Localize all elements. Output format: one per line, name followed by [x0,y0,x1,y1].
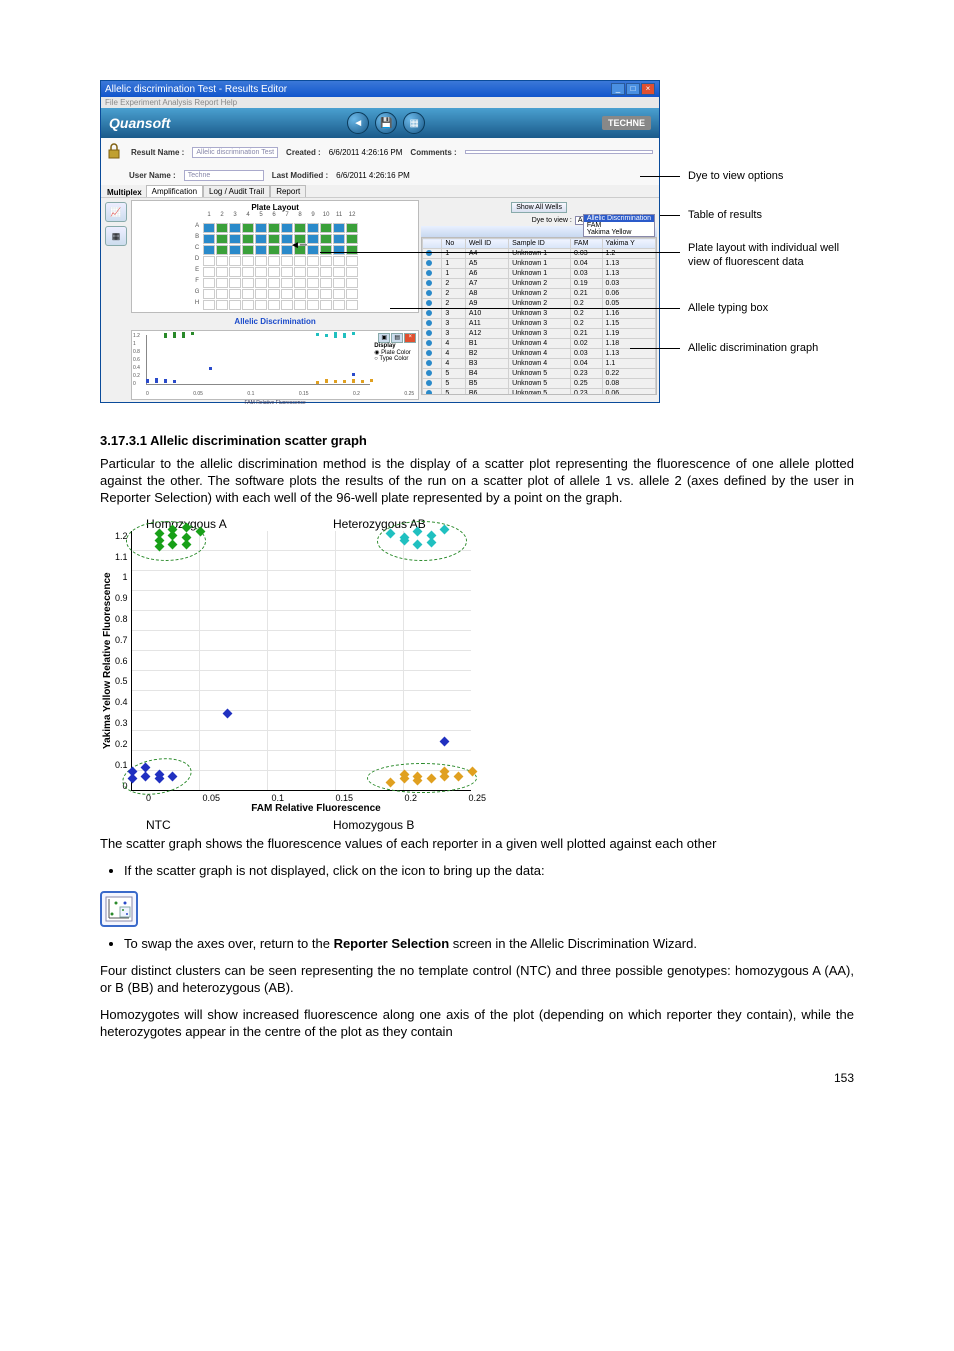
left-panel: Plate Layout 123456789101112ABCDEFGH ◄─ … [131,200,419,400]
content-row: 📈 ▦ Plate Layout 123456789101112ABCDEFGH… [101,198,659,402]
user-label: User Name : [129,171,176,180]
tab-amplification[interactable]: Amplification [146,185,203,197]
view-chart-icon[interactable]: 📈 [105,202,127,222]
tabs-row: Multiplex Amplification Log / Audit Trai… [101,185,659,198]
save-icon[interactable]: 💾 [375,112,397,134]
chart-tool2-icon[interactable]: ▤ [391,333,403,343]
plate-grid[interactable]: 123456789101112ABCDEFGH [134,212,416,310]
minimize-icon[interactable]: _ [611,83,625,95]
plate-layout-box: Plate Layout 123456789101112ABCDEFGH ◄─ [131,200,419,313]
export-icon[interactable]: ▦ [403,112,425,134]
comments-field[interactable] [465,150,653,154]
created-value: 6/6/2011 4:26:16 PM [329,148,403,157]
page-number: 153 [100,1071,854,1085]
brand-bar: Quansoft ◄ 💾 ▦ TECHNE [101,108,659,138]
window-controls: _ □ × [611,83,655,95]
allele-title: Allelic Discrimination [131,315,419,328]
scatter-plot [131,531,471,791]
annotation-graph: Allelic discrimination graph [688,342,818,354]
dye-label: Dye to view : [532,217,572,224]
scatter-ylabel: Yakima Yellow Relative Fluorescence [100,531,115,791]
radio-plate-color[interactable]: ◉ Plate Color [374,349,416,356]
brand-logo: Quansoft [109,115,170,131]
scatter-icon [105,896,133,922]
scatter-y-axis: 1.21.110.90.80.70.60.50.40.30.20.10 [115,531,131,791]
paragraph-clusters: Four distinct clusters can be seen repre… [100,963,854,997]
paragraph-scatter-desc: The scatter graph shows the fluorescence… [100,836,854,853]
close-icon[interactable]: × [641,83,655,95]
app-window: Allelic discrimination Test - Results Ed… [100,80,660,403]
lock-icon [107,142,123,162]
tab-log-audit[interactable]: Log / Audit Trail [203,185,270,197]
annotation-dye: Dye to view options [688,170,783,182]
radio-type-color[interactable]: ○ Type Color [374,356,416,362]
figure-results-editor: Allelic discrimination Test - Results Ed… [100,80,860,403]
dye-opt-allelic[interactable]: Allelic Discrimination [584,215,654,222]
mini-plot [146,335,370,385]
ellipse-hom-a [126,521,206,561]
section-heading: 3.17.3.1 Allelic discrimination scatter … [100,433,854,448]
label-homozygous-b: Homozygous B [333,818,520,832]
meta-row-2: User Name : Techne Last Modified : 6/6/2… [101,166,659,185]
tab-report[interactable]: Report [270,185,306,197]
tabs-label: Multiplex [107,188,146,197]
chart-tool-icon[interactable]: ▣ [378,333,390,343]
label-ntc: NTC [146,818,333,832]
mini-x-axis: 00.050.10.150.20.25 [146,391,414,397]
icon-column: 📈 ▦ [103,200,129,400]
created-label: Created : [286,148,321,157]
bullet-swap-axes: To swap the axes over, return to the Rep… [124,936,854,953]
window-title: Allelic discrimination Test - Results Ed… [105,84,287,95]
figure-scatter: Homozygous A Heterozygous AB Yakima Yell… [100,517,520,832]
dye-opt-yakima[interactable]: Yakima Yellow [584,229,654,236]
mini-x-label: FAM Relative Fluorescence [132,400,418,406]
modified-label: Last Modified : [272,171,328,180]
plate-title: Plate Layout [134,203,416,212]
maximize-icon[interactable]: □ [626,83,640,95]
mini-scatter: 1.210.80.60.40.20 00.050.10.150.20.25 FA… [131,330,419,400]
result-name-label: Result Name : [131,148,184,157]
modified-value: 6/6/2011 4:26:16 PM [336,171,410,180]
show-all-wells-button[interactable]: Show All Wells [511,202,567,213]
annotation-plate-b: view of fluorescent data [688,256,804,268]
mini-y-axis: 1.210.80.60.40.20 [133,333,140,387]
annotation-plate-a: Plate layout with individual well [688,242,839,254]
chart-close-icon[interactable]: × [404,333,416,343]
dye-dropdown[interactable]: Allelic Discrimination FAM Yakima Yellow [583,214,655,237]
results-table[interactable]: NoWell IDSample IDFAMYakima Y1A4Unknown … [421,237,657,395]
comments-label: Comments : [410,148,456,157]
paragraph-intro: Particular to the allelic discrimination… [100,456,854,507]
annotation-table: Table of results [688,209,762,221]
scatter-icon-box[interactable] [100,891,138,927]
mini-side-panel: ▣ ▤ × Display ◉ Plate Color ○ Type Color [374,333,416,362]
ellipse-het-ab [377,521,467,561]
meta-row-1: Result Name : Allelic discrimination Tes… [101,138,659,166]
titlebar: Allelic discrimination Test - Results Ed… [101,81,659,97]
result-name-field[interactable]: Allelic discrimination Test [192,147,278,158]
annotation-allele-box: Allele typing box [688,302,768,314]
back-icon[interactable]: ◄ [347,112,369,134]
arrow-icon: ◄─ [290,240,307,251]
user-field[interactable]: Techne [184,170,264,181]
bullet-show-icon: If the scatter graph is not displayed, c… [124,863,854,880]
scatter-xlabel: FAM Relative Fluorescence [146,803,486,814]
view-plate-icon[interactable]: ▦ [105,226,127,246]
paragraph-homozygotes: Homozygotes will show increased fluoresc… [100,1007,854,1041]
dye-opt-fam[interactable]: FAM [584,222,654,229]
right-panel: Show All Wells Dye to view : Allelic Dis… [421,200,657,400]
brand-right: TECHNE [602,116,651,130]
menubar[interactable]: File Experiment Analysis Report Help [101,97,659,108]
